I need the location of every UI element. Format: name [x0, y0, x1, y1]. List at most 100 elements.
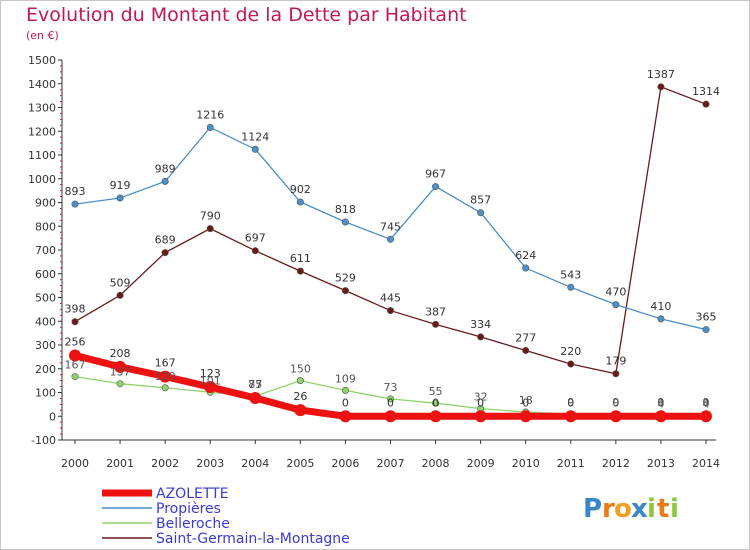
data-label: 697 — [245, 232, 266, 245]
data-point — [161, 249, 169, 257]
logo-letter-p: P — [583, 494, 602, 524]
data-point — [654, 410, 667, 423]
y-tick-label: -100 — [31, 434, 56, 447]
data-label: 1314 — [692, 85, 720, 98]
data-point — [116, 194, 124, 202]
data-point — [657, 315, 665, 323]
data-label: 0 — [703, 396, 710, 409]
y-tick-label: 200 — [35, 363, 56, 376]
data-label: 9 — [612, 396, 619, 409]
data-label: 334 — [470, 318, 491, 331]
data-point — [116, 291, 124, 299]
y-tick-label: 1100 — [28, 149, 56, 162]
data-label: 85 — [248, 378, 262, 391]
data-label: 611 — [290, 252, 311, 265]
data-label: 9 — [567, 396, 574, 409]
data-point — [567, 283, 575, 291]
data-label: 208 — [110, 347, 131, 360]
data-point — [432, 399, 440, 407]
data-point — [116, 380, 124, 388]
data-point — [522, 264, 530, 272]
y-tick-label: 100 — [35, 387, 56, 400]
data-label: 790 — [200, 210, 221, 223]
data-label: 1124 — [241, 130, 269, 143]
data-label: 398 — [65, 303, 86, 316]
data-point — [69, 349, 81, 362]
data-label: 445 — [380, 292, 401, 305]
data-label: 73 — [384, 381, 398, 394]
data-point — [567, 360, 575, 368]
logo-letter-t: t — [657, 494, 669, 524]
x-tick-label: 2004 — [241, 457, 269, 470]
data-label: 387 — [425, 305, 446, 318]
legend-label: AZOLETTE — [156, 486, 229, 502]
x-tick-label: 2007 — [377, 457, 405, 470]
data-point — [386, 307, 394, 315]
data-label: 543 — [560, 268, 581, 281]
data-point — [700, 410, 712, 423]
data-label: 26 — [293, 390, 307, 403]
data-label: 0 — [567, 396, 574, 409]
y-tick-label: 1000 — [28, 173, 56, 186]
data-label: 32 — [474, 391, 488, 404]
data-label: 365 — [696, 311, 717, 324]
data-point — [251, 145, 259, 153]
data-point — [384, 410, 397, 423]
data-point — [161, 177, 169, 185]
data-point — [429, 410, 442, 423]
data-label: 137 — [110, 366, 131, 379]
data-point — [296, 267, 304, 275]
data-label: 0 — [387, 396, 394, 409]
x-tick-label: 2005 — [286, 457, 314, 470]
data-label: 0 — [612, 396, 619, 409]
series-lines — [69, 83, 712, 423]
data-point — [432, 320, 440, 328]
data-point — [386, 235, 394, 243]
data-point — [161, 384, 169, 392]
data-point — [432, 183, 440, 191]
data-label: 818 — [335, 203, 356, 216]
x-tick-label: 2002 — [151, 457, 179, 470]
data-label: 919 — [110, 179, 131, 192]
data-label: 4 — [657, 397, 664, 410]
data-label: 9 — [657, 396, 664, 409]
data-label: 1216 — [196, 108, 224, 121]
data-label: 101 — [200, 374, 221, 387]
x-tick-label: 2011 — [557, 457, 585, 470]
data-label: 4 — [703, 397, 710, 410]
data-label: 179 — [605, 355, 626, 368]
y-tick-label: 1500 — [28, 54, 56, 67]
data-label: 857 — [470, 194, 491, 207]
y-tick-label: 1300 — [28, 102, 56, 115]
data-point — [294, 404, 307, 417]
legend-label: Saint-Germain-la-Montagne — [156, 531, 350, 547]
x-tick-label: 2009 — [467, 457, 495, 470]
data-label: 77 — [248, 378, 262, 391]
data-point — [564, 410, 577, 423]
data-label: 509 — [110, 276, 131, 289]
x-tick-label: 2001 — [106, 457, 134, 470]
data-label: 0 — [522, 396, 529, 409]
data-label: 109 — [335, 372, 356, 385]
data-label: 167 — [155, 357, 176, 370]
data-point — [206, 225, 214, 233]
logo-letter-x: x — [631, 494, 648, 524]
data-label: 689 — [155, 234, 176, 247]
logo-letter-r: r — [602, 494, 615, 524]
data-label: 0 — [342, 396, 349, 409]
data-point — [477, 333, 485, 341]
chart-subtitle: (en €) — [26, 29, 59, 42]
data-point — [339, 410, 352, 423]
legend-label: Belleroche — [156, 516, 230, 532]
data-point — [657, 83, 665, 91]
x-tick-label: 2003 — [196, 457, 224, 470]
data-point — [609, 410, 622, 423]
x-tick-label: 2000 — [61, 457, 89, 470]
data-point — [612, 370, 620, 378]
data-label: 220 — [560, 345, 581, 358]
data-label: 150 — [290, 363, 311, 376]
y-tick-label: 400 — [35, 315, 56, 328]
y-tick-label: 1400 — [28, 78, 56, 91]
legend-label: Propières — [156, 501, 221, 517]
